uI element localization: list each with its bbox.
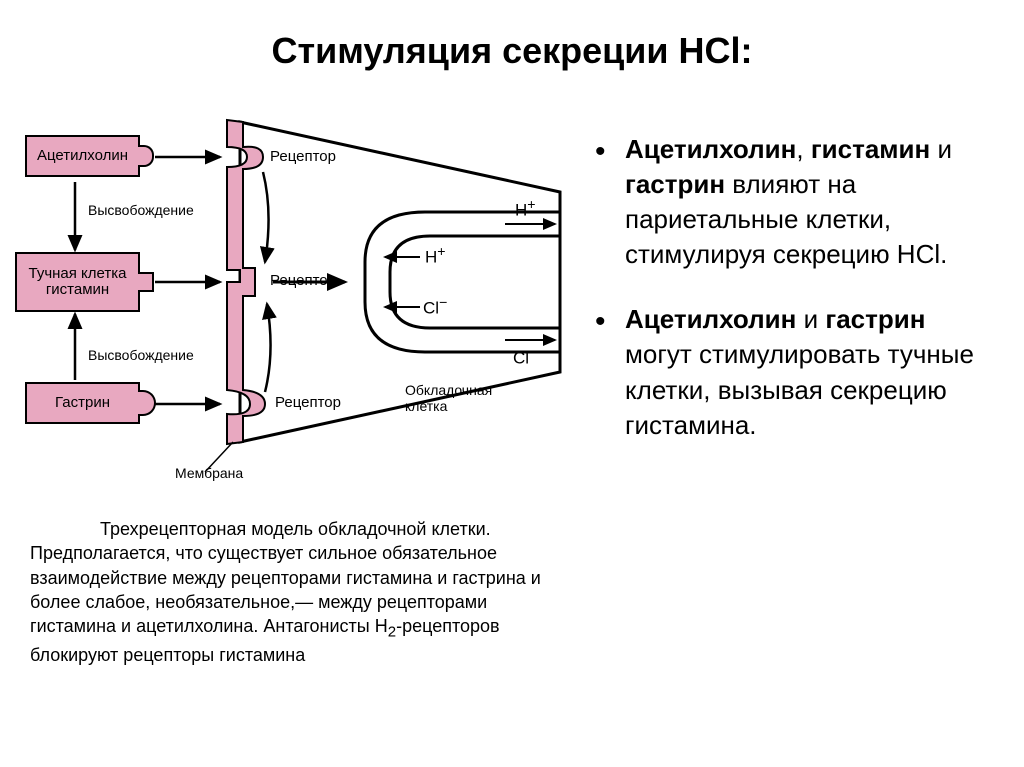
b1-bold3: гастрин xyxy=(625,169,725,199)
diagram-caption: Трехрецепторная модель обкладочной клетк… xyxy=(15,512,575,667)
gastrin-label: Гастрин xyxy=(55,395,110,412)
bullet-2: Ацетилхолин и гастрин могут стимулироват… xyxy=(595,302,995,442)
plus-sup: + xyxy=(437,244,445,260)
minus-sup-2: − xyxy=(529,345,537,361)
mast-label: Тучная клетка гистамин xyxy=(17,266,138,299)
minus-sup: − xyxy=(439,295,447,311)
bullet-column: Ацетилхолин, гистамин и гастрин влияют н… xyxy=(575,92,995,667)
content-area: Ацетилхолин Тучная клетка гистамин Гастр… xyxy=(0,72,1024,667)
b1-t1: , xyxy=(796,134,810,164)
receptor-label-1: Рецептор xyxy=(270,148,336,165)
cl-inside: Cl− xyxy=(423,295,447,319)
release-label-2: Высвобождение xyxy=(88,347,194,363)
receptor-label-2: Рецептор xyxy=(270,272,336,289)
page-title: Стимуляция секреции НСl: xyxy=(0,0,1024,72)
parietal-label: Обкладочная клетка xyxy=(405,382,525,414)
gastrin-box: Гастрин xyxy=(25,382,140,424)
b2-t1: и xyxy=(796,304,825,334)
b2-t2: могут стимулировать тучные клетки, вызыв… xyxy=(625,339,974,439)
plus-sup-2: + xyxy=(527,197,535,213)
b2-bold1: Ацетилхолин xyxy=(625,304,796,334)
mast-tab xyxy=(138,272,154,292)
receptor-label-3: Рецептор xyxy=(275,394,341,411)
h-text-2: H xyxy=(515,201,527,220)
cl-text-2: Cl xyxy=(513,349,529,368)
b1-bold2: гистамин xyxy=(811,134,930,164)
b2-bold2: гастрин xyxy=(825,304,925,334)
bullet-1: Ацетилхолин, гистамин и гастрин влияют н… xyxy=(595,132,995,272)
cl-text: Cl xyxy=(423,299,439,318)
parietal-cell-diagram: Ацетилхолин Тучная клетка гистамин Гастр… xyxy=(15,92,575,512)
mast-cell-box: Тучная клетка гистамин xyxy=(15,252,140,312)
h-outside: H+ xyxy=(515,197,536,221)
b1-bold1: Ацетилхолин xyxy=(625,134,796,164)
caption-sub: 2 xyxy=(388,624,396,641)
diagram-column: Ацетилхолин Тучная клетка гистамин Гастр… xyxy=(15,92,575,667)
acetylcholine-box: Ацетилхолин xyxy=(25,135,140,177)
h-text: H xyxy=(425,248,437,267)
cl-outside: Cl− xyxy=(513,345,537,369)
membrane-label: Мембрана xyxy=(175,465,243,481)
release-label-1: Высвобождение xyxy=(88,202,194,218)
h-inside: H+ xyxy=(425,244,446,268)
ach-label: Ацетилхолин xyxy=(37,148,128,165)
b1-t2: и xyxy=(930,134,952,164)
